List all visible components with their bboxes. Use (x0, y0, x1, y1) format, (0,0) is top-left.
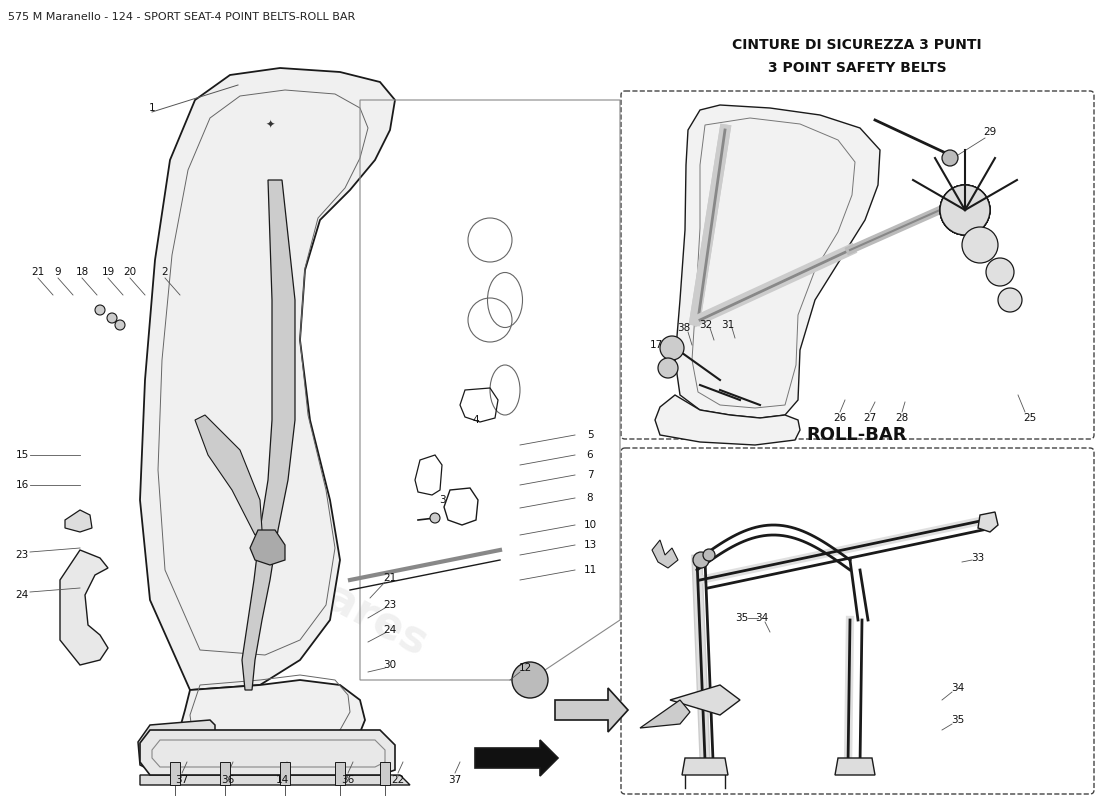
Text: 16: 16 (15, 480, 29, 490)
Text: ROLL-BAR: ROLL-BAR (806, 426, 907, 444)
Text: 24: 24 (15, 590, 29, 600)
Text: 23: 23 (384, 600, 397, 610)
Polygon shape (220, 762, 230, 785)
Text: 21: 21 (32, 267, 45, 277)
Text: 34: 34 (756, 613, 769, 623)
Text: 33: 33 (971, 553, 984, 563)
Circle shape (962, 227, 998, 263)
Text: 19: 19 (101, 267, 114, 277)
Circle shape (116, 320, 125, 330)
Circle shape (942, 150, 958, 166)
Text: 17: 17 (649, 340, 662, 350)
Text: 23: 23 (15, 550, 29, 560)
Text: 34: 34 (952, 683, 965, 693)
Text: 575 M Maranello - 124 - SPORT SEAT-4 POINT BELTS-ROLL BAR: 575 M Maranello - 124 - SPORT SEAT-4 POI… (8, 12, 355, 22)
Text: 12: 12 (518, 663, 531, 673)
Text: 1: 1 (148, 103, 155, 113)
Polygon shape (652, 540, 678, 568)
Text: 29: 29 (983, 127, 997, 137)
Text: 28: 28 (895, 413, 909, 423)
Text: 3: 3 (439, 495, 446, 505)
Circle shape (703, 549, 715, 561)
Circle shape (998, 288, 1022, 312)
Circle shape (940, 185, 990, 235)
FancyBboxPatch shape (621, 91, 1094, 439)
Text: 37: 37 (175, 775, 188, 785)
Polygon shape (835, 758, 874, 775)
Text: 4: 4 (473, 415, 480, 425)
Polygon shape (250, 530, 285, 565)
Text: 24: 24 (384, 625, 397, 635)
Text: 37: 37 (449, 775, 462, 785)
Polygon shape (180, 680, 365, 762)
Circle shape (95, 305, 104, 315)
Polygon shape (138, 720, 214, 770)
Text: 32: 32 (700, 320, 713, 330)
Polygon shape (242, 180, 295, 690)
Text: 13: 13 (583, 540, 596, 550)
Text: 36: 36 (221, 775, 234, 785)
Text: 31: 31 (722, 320, 735, 330)
Text: 26: 26 (834, 413, 847, 423)
Text: 27: 27 (864, 413, 877, 423)
Polygon shape (140, 730, 395, 775)
Text: 14: 14 (275, 775, 288, 785)
Text: 10: 10 (583, 520, 596, 530)
Text: 36: 36 (341, 775, 354, 785)
Text: CINTURE DI SICUREZZA 3 PUNTI: CINTURE DI SICUREZZA 3 PUNTI (733, 38, 982, 52)
Circle shape (430, 513, 440, 523)
Circle shape (986, 258, 1014, 286)
Text: 25: 25 (1023, 413, 1036, 423)
Text: eurospares: eurospares (679, 557, 921, 683)
Text: 35: 35 (736, 613, 749, 623)
FancyBboxPatch shape (621, 448, 1094, 794)
Polygon shape (640, 700, 690, 728)
Polygon shape (336, 762, 345, 785)
Circle shape (658, 358, 678, 378)
Polygon shape (140, 775, 410, 785)
Polygon shape (140, 68, 395, 690)
Polygon shape (195, 415, 262, 535)
Polygon shape (65, 510, 92, 532)
Text: 8: 8 (586, 493, 593, 503)
Text: 6: 6 (586, 450, 593, 460)
Text: 7: 7 (586, 470, 593, 480)
Polygon shape (556, 688, 628, 732)
Polygon shape (654, 395, 800, 445)
Text: 9: 9 (55, 267, 62, 277)
Text: 20: 20 (123, 267, 136, 277)
Circle shape (693, 552, 710, 568)
Text: 18: 18 (76, 267, 89, 277)
Text: 21: 21 (384, 573, 397, 583)
Text: 5: 5 (586, 430, 593, 440)
Text: 11: 11 (583, 565, 596, 575)
Polygon shape (170, 762, 180, 785)
Polygon shape (675, 105, 880, 418)
Polygon shape (475, 740, 558, 776)
Circle shape (940, 185, 990, 235)
Text: 22: 22 (392, 775, 405, 785)
Polygon shape (379, 762, 390, 785)
Text: 2: 2 (162, 267, 168, 277)
Text: 15: 15 (15, 450, 29, 460)
Polygon shape (280, 762, 290, 785)
Polygon shape (682, 758, 728, 775)
Text: 35: 35 (952, 715, 965, 725)
Circle shape (512, 662, 548, 698)
Circle shape (940, 185, 990, 235)
Circle shape (107, 313, 117, 323)
Polygon shape (670, 685, 740, 715)
Circle shape (940, 185, 990, 235)
Text: 30: 30 (384, 660, 397, 670)
Polygon shape (978, 512, 998, 532)
Text: ✦: ✦ (265, 120, 275, 130)
Text: eurospares: eurospares (166, 495, 434, 665)
Circle shape (940, 185, 990, 235)
Text: 3 POINT SAFETY BELTS: 3 POINT SAFETY BELTS (768, 61, 946, 75)
Text: 38: 38 (678, 323, 691, 333)
Circle shape (660, 336, 684, 360)
Polygon shape (60, 550, 108, 665)
